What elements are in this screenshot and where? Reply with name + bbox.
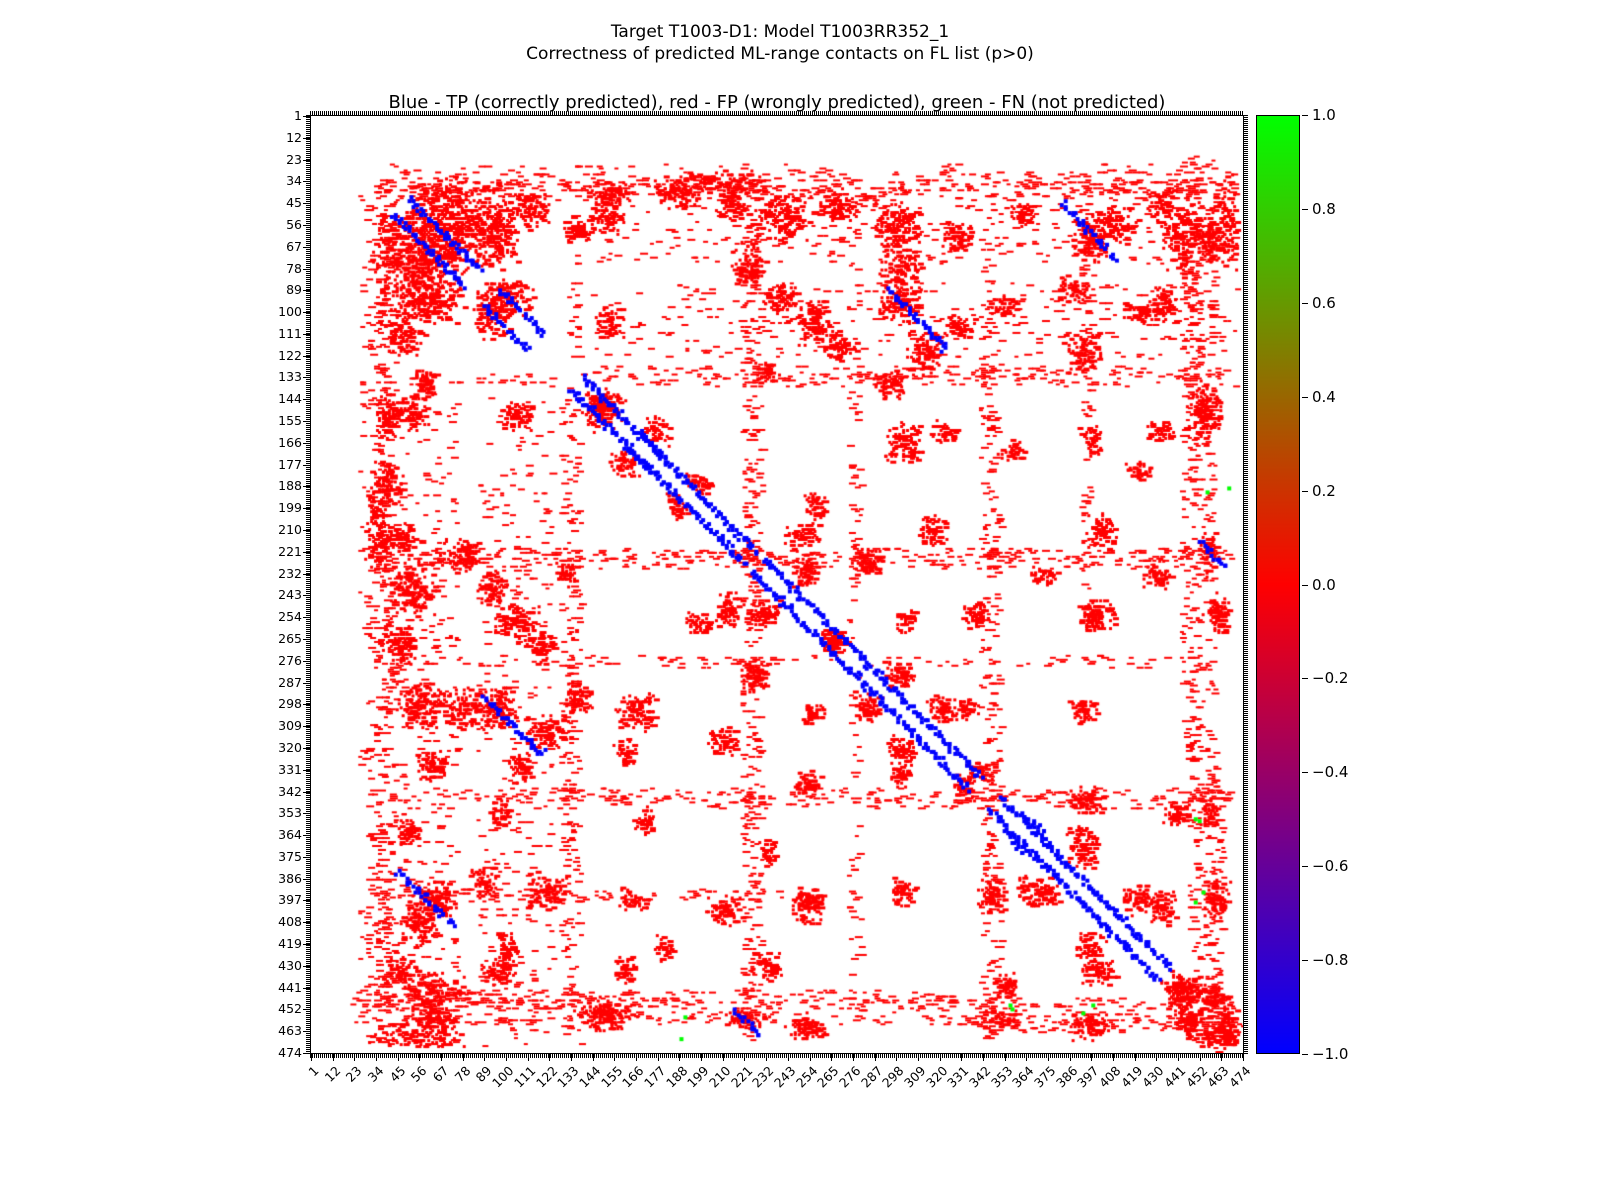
right-axis-ticks <box>1244 115 1248 1054</box>
y-tick-label: 265 <box>278 630 302 646</box>
colorbar-tick-label: 0.8 <box>1312 199 1336 218</box>
y-tick-label: 375 <box>278 848 302 864</box>
y-tick-label: 78 <box>286 260 302 276</box>
y-tick-label: 144 <box>278 391 302 407</box>
y-tick-label: 45 <box>286 195 302 211</box>
y-tick-label: 232 <box>278 565 302 581</box>
y-tick-label: 298 <box>278 696 302 712</box>
top-axis-ticks <box>310 111 1244 115</box>
y-tick-label: 441 <box>278 979 302 995</box>
y-tick-label: 276 <box>278 652 302 668</box>
y-tick-label: 1 <box>294 108 302 123</box>
colorbar-tick-label: −1.0 <box>1312 1045 1349 1063</box>
y-tick-label: 23 <box>286 151 302 167</box>
axes-title: Blue - TP (correctly predicted), red - F… <box>388 92 1166 113</box>
colorbar-tick-label: 0.0 <box>1312 575 1336 594</box>
y-tick-label: 309 <box>278 718 302 734</box>
y-tick-label: 419 <box>278 936 302 952</box>
y-tick-label: 210 <box>278 522 302 538</box>
colorbar-tick-label: −0.8 <box>1312 951 1349 970</box>
y-tick-label: 430 <box>278 957 302 973</box>
y-tick-label: 353 <box>278 805 302 821</box>
y-tick-label: 122 <box>278 347 302 363</box>
colorbar-tick-label: 1.0 <box>1312 106 1336 124</box>
y-tick-label: 320 <box>278 739 302 755</box>
y-tick-label: 34 <box>286 173 302 189</box>
y-tick-label: 111 <box>278 325 302 341</box>
y-tick-label: 474 <box>278 1045 302 1060</box>
contact-map-canvas <box>311 116 1243 1053</box>
y-tick-label: 243 <box>278 587 302 603</box>
y-tick-label: 287 <box>278 674 302 690</box>
y-tick-label: 452 <box>278 1001 302 1017</box>
colorbar-tick-label: 0.2 <box>1312 481 1336 500</box>
y-tick-label: 199 <box>278 500 302 516</box>
y-tick-label: 56 <box>286 216 302 232</box>
y-tick-label: 463 <box>278 1023 302 1039</box>
colorbar-tick-label: −0.6 <box>1312 857 1349 876</box>
y-tick-label: 254 <box>278 609 302 625</box>
y-tick-label: 397 <box>278 892 302 908</box>
y-tick-label: 133 <box>278 369 302 385</box>
y-tick-label: 188 <box>278 478 302 494</box>
colorbar-tick-label: −0.2 <box>1312 669 1349 688</box>
y-tick-label: 221 <box>278 543 302 559</box>
y-tick-label: 177 <box>278 456 302 472</box>
y-tick-label: 89 <box>286 282 302 298</box>
y-tick-label: 100 <box>278 304 302 320</box>
y-tick-label: 155 <box>278 413 302 429</box>
colorbar-tick-label: −0.4 <box>1312 763 1349 782</box>
y-tick-label: 331 <box>278 761 302 777</box>
figure-title-line1: Target T1003-D1: Model T1003RR352_1 <box>610 22 950 42</box>
bottom-axis-ticks <box>310 1054 1244 1058</box>
figure-title-line2: Correctness of predicted ML-range contac… <box>526 44 1034 64</box>
y-tick-label: 386 <box>278 870 302 886</box>
y-tick-label: 67 <box>286 238 302 254</box>
colorbar-tick-label: 0.4 <box>1312 387 1336 406</box>
colorbar <box>1256 115 1300 1054</box>
y-tick-label: 166 <box>278 434 302 450</box>
y-tick-label: 12 <box>286 129 302 145</box>
y-tick-label: 408 <box>278 914 302 930</box>
y-tick-label: 364 <box>278 827 302 843</box>
y-tick-label: 342 <box>278 783 302 799</box>
left-axis-ticks <box>306 115 310 1054</box>
colorbar-tick-label: 0.6 <box>1312 293 1336 312</box>
